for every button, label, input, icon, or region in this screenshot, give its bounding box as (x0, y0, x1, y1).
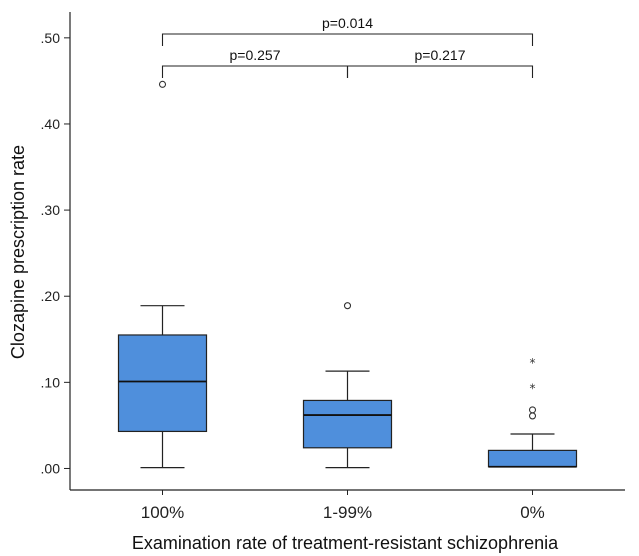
significance-brackets: p=0.257 p=0.217 p=0.014 (161, 15, 534, 78)
outlier-point (343, 302, 352, 310)
box-group (302, 302, 393, 469)
extreme-point: * (530, 382, 536, 396)
x-tick-label: 1-99% (323, 503, 372, 522)
iqr-box (117, 334, 208, 433)
y-tick-label: .50 (41, 30, 61, 46)
comparison-bracket: p=0.217 (346, 47, 534, 78)
boxes: ** (117, 80, 578, 469)
x-axis-title: Examination rate of treatment-resistant … (132, 533, 559, 553)
box-group (117, 80, 208, 469)
bracket-line (346, 65, 534, 78)
comparison-bracket: p=0.014 (161, 15, 534, 46)
outlier-point (158, 80, 167, 88)
y-axis-title: Clozapine prescription rate (8, 145, 28, 359)
p-value-label: p=0.257 (230, 47, 281, 63)
y-tick-label: .40 (41, 116, 61, 132)
p-value-label: p=0.014 (322, 15, 373, 31)
x-tick-label: 0% (520, 503, 545, 522)
y-tick-label: .00 (41, 460, 61, 476)
bracket-line (161, 65, 349, 78)
outlier-point (528, 412, 537, 420)
y-tick-label: .30 (41, 202, 61, 218)
y-ticks: .00 .10 .20 .30 .40 .50 (41, 30, 70, 476)
x-tick-label: 100% (141, 503, 184, 522)
extreme-point: * (530, 356, 536, 370)
y-tick-label: .20 (41, 288, 61, 304)
box-group: ** (487, 356, 578, 468)
comparison-bracket: p=0.257 (161, 47, 349, 78)
iqr-box (487, 449, 578, 468)
iqr-box (302, 399, 393, 449)
bracket-line (161, 33, 534, 46)
x-category-labels: 100% 1-99% 0% (141, 490, 545, 522)
y-tick-label: .10 (41, 374, 61, 390)
p-value-label: p=0.217 (415, 47, 466, 63)
outlier-point (528, 406, 537, 414)
